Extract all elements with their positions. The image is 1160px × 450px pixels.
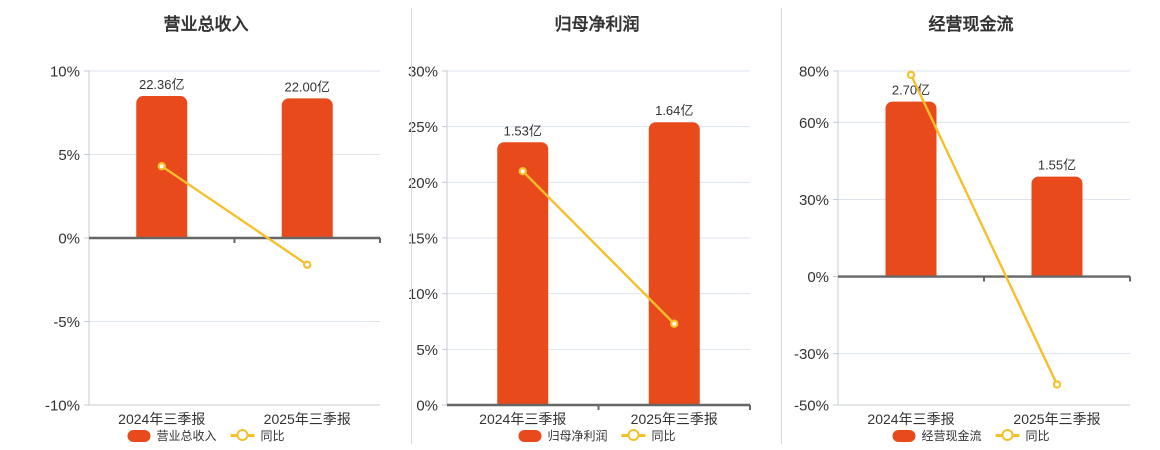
- legend: 营业总收入 同比: [127, 427, 285, 444]
- bar-series-swatch: [892, 429, 916, 442]
- y-axis-tick-label: 0%: [807, 269, 829, 286]
- x-axis-category-label: 2024年三季报: [867, 411, 955, 427]
- line-series-marker-icon: [230, 429, 255, 442]
- x-axis-category-label: 2024年三季报: [479, 411, 567, 427]
- data-point-marker: [670, 319, 679, 328]
- legend-line-series-label: 同比: [651, 429, 676, 443]
- data-point-marker: [518, 166, 527, 176]
- y-axis-tick-label: 25%: [408, 119, 438, 136]
- yoy-trend-line: [909, 74, 1059, 385]
- bar-value-label: 2.70亿: [892, 83, 930, 98]
- marker-ring-icon: [236, 429, 249, 441]
- y-axis-tick-label: -30%: [794, 346, 829, 363]
- panel-divider: [411, 8, 412, 444]
- bar: [281, 98, 333, 238]
- legend-bar-series-label: 营业总收入: [156, 429, 217, 443]
- panel-divider: [781, 8, 782, 444]
- x-axis-category-label: 2025年三季报: [1013, 411, 1101, 427]
- yoy-trend-line: [161, 165, 308, 266]
- data-point-marker: [303, 260, 312, 269]
- line-series-marker-icon: [621, 429, 646, 442]
- y-axis-tick-label: 5%: [58, 147, 80, 164]
- bar-series-swatch: [127, 429, 151, 442]
- y-axis-tick-label: 15%: [408, 231, 438, 248]
- y-axis-tick-label: 30%: [799, 192, 829, 209]
- chart-title-operating-cashflow: 经营现金流: [928, 15, 1014, 34]
- y-axis-tick-label: 10%: [50, 64, 80, 81]
- legend-bar-series-label: 经营现金流: [921, 429, 982, 443]
- data-point-marker: [906, 70, 916, 80]
- y-axis-tick-label: 0%: [58, 231, 80, 248]
- y-axis-tick-label: 20%: [408, 175, 438, 192]
- y-axis-tick-label: 80%: [799, 64, 829, 81]
- line-series-marker-icon: [995, 429, 1020, 442]
- bar: [1031, 176, 1083, 277]
- bar-value-label: 22.00亿: [284, 79, 330, 94]
- legend-line-series-label: 同比: [260, 429, 285, 443]
- y-axis-tick-label: -10%: [45, 398, 80, 415]
- bar-series-swatch: [518, 429, 542, 442]
- legend-bar-series-label: 归母净利润: [547, 429, 608, 443]
- chart-title-revenue: 营业总收入: [163, 15, 249, 34]
- y-axis-tick-label: 0%: [416, 398, 438, 415]
- x-axis-category-label: 2025年三季报: [263, 411, 351, 427]
- marker-ring-icon: [1001, 429, 1014, 441]
- bar-value-label: 1.64亿: [655, 103, 693, 118]
- x-axis-category-label: 2024年三季报: [118, 411, 206, 427]
- x-axis-category-label: 2025年三季报: [630, 411, 718, 427]
- y-axis-tick-label: -50%: [794, 398, 829, 415]
- marker-ring-icon: [627, 429, 640, 441]
- y-axis-tick-label: 10%: [408, 286, 438, 303]
- bar-value-label: 22.36亿: [139, 77, 185, 92]
- legend-line-series-label: 同比: [1025, 429, 1050, 443]
- y-axis-tick-label: 5%: [416, 342, 438, 359]
- bar: [648, 122, 700, 406]
- bar: [497, 142, 549, 405]
- yoy-trend-line: [521, 170, 676, 325]
- legend: 经营现金流 同比: [892, 427, 1050, 444]
- chart-title-net-profit: 归母净利润: [554, 15, 640, 34]
- bar: [885, 101, 937, 277]
- legend: 归母净利润 同比: [518, 427, 676, 444]
- data-point-marker: [1052, 380, 1062, 389]
- y-axis-tick-label: 30%: [408, 64, 438, 81]
- y-axis-tick-label: -5%: [53, 314, 80, 331]
- bar-value-label: 1.55亿: [1038, 158, 1076, 173]
- bar-value-label: 1.53亿: [504, 123, 542, 138]
- data-point-marker: [157, 161, 166, 171]
- y-axis-tick-label: 60%: [799, 115, 829, 132]
